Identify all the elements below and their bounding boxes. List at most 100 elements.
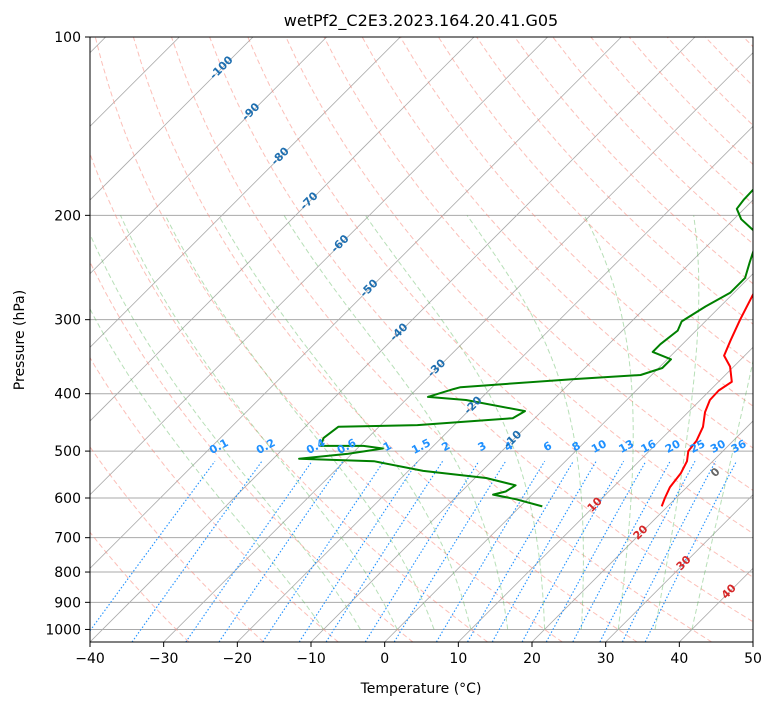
dry-adiabat-label: 10 [585,494,605,514]
dry-adiabat [94,37,563,642]
isotherm-line [163,52,753,642]
dry-adiabat [90,531,190,642]
mixing-ratio-line [325,460,444,642]
y-tick-label: 600 [54,491,81,507]
dry-adiabat [437,37,753,366]
mixing-ratio-line [521,460,625,642]
y-tick-label: 900 [54,595,81,611]
x-tick-label: −20 [223,651,253,667]
mixing-ratio-line [491,460,597,642]
dry-adiabat [90,446,264,642]
isotherm-label: -60 [328,232,351,255]
mixing-ratio-label: 13 [617,437,637,456]
moist-adiabat-label: 0 [708,465,723,480]
moist-adiabat [466,215,584,630]
isotherm-line [90,37,548,496]
dry-adiabat-label: 30 [674,553,694,573]
y-tick-label: 100 [54,30,81,46]
mixing-ratio-label: 8 [570,439,583,454]
mixing-ratio-line [262,460,385,642]
dry-adiabat-label: 20 [631,522,651,542]
mixing-ratio-label: 1.5 [409,436,432,457]
dry-adiabat [90,356,339,642]
mixing-ratio-label: 3 [476,439,489,454]
moist-adiabat [90,232,361,630]
mixing-ratio-label: 30 [708,437,728,456]
isotherm-line [605,494,753,642]
plot-frame [89,36,754,643]
y-axis-label: Pressure (hPa) [12,290,28,390]
isotherm-line [90,37,327,275]
chart-title: wetPf2_C2E3.2023.164.20.41.G05 [284,11,558,31]
dry-adiabat [514,37,753,285]
temperature-line [660,292,753,507]
y-tick-label: 500 [54,444,81,460]
dry-adiabat [704,37,753,87]
mixing-ratio-line [90,460,216,632]
isotherm-label: -80 [269,144,292,167]
x-tick-label: −30 [149,651,179,667]
isotherm-line [458,346,753,642]
mixing-ratio-line [364,460,480,642]
isotherm-line [90,37,696,642]
y-tick-label: 400 [54,387,81,403]
isotherm-line [90,37,475,422]
mixing-ratio-label: 10 [589,437,609,456]
isotherm-line [310,199,753,642]
dry-adiabat [90,152,488,642]
mixing-ratio-line [435,460,546,642]
mixing-ratio-line [621,460,717,642]
dry-adiabat [247,37,753,578]
isotherm-label: -50 [357,276,380,299]
x-tick-label: 50 [744,651,762,667]
dry-adiabat [399,37,753,407]
mixing-ratio-line [131,460,263,642]
mixing-ratio-label: 16 [639,437,659,456]
y-tick-label: 800 [54,565,81,581]
x-axis: −40 −30 −20 −10 0 10 20 30 40 50 [75,642,762,667]
mixing-ratio-label: 0.2 [254,436,277,457]
x-axis-label: Temperature (°C) [360,681,482,697]
y-tick-label: 700 [54,531,81,547]
mixing-ratio-line [599,460,696,642]
x-tick-label: 0 [380,651,389,667]
isotherm-line [384,273,753,642]
mixing-ratio-label: 6 [541,439,554,454]
mixing-ratio-line [545,460,647,642]
y-axis: 100 200 300 400 500 600 700 800 900 1000 [45,30,90,638]
mixing-ratio-label: 20 [663,437,683,456]
x-tick-label: 40 [670,651,688,667]
moist-adiabat [583,215,634,630]
isotherm-line [237,125,753,642]
x-tick-label: −40 [75,651,105,667]
isotherm-label: -40 [387,320,410,343]
isotherm-line [752,641,753,642]
isotherm-line [679,567,753,642]
mixing-ratio-label: 36 [729,437,749,456]
dry-adiabat [743,37,753,48]
dry-adiabat [323,37,753,491]
isotherm-line [531,420,753,642]
x-tick-label: 20 [523,651,541,667]
mixing-ratio-label: 0.6 [335,436,359,457]
dry-adiabat [132,37,638,642]
dry-adiabat [209,37,753,623]
dry-adiabat [361,37,753,449]
moist-adiabat [364,215,546,630]
mixing-ratio-label: 25 [688,437,708,456]
dry-adiabat [590,37,753,205]
dry-adiabat-label: 40 [719,581,739,601]
moist-adiabat [90,308,324,630]
moist-adiabat [218,215,472,630]
mixing-ratio-label: 0.4 [304,436,328,457]
mixing-ratio-line [185,460,313,642]
x-tick-label: 10 [449,651,467,667]
dry-adiabat [666,37,753,126]
mixing-ratio-label: 1 [381,439,394,454]
mixing-ratio-line [393,460,507,642]
isotherm-line [90,37,622,569]
isotherm-line [90,37,254,201]
isotherm-label: -90 [239,100,262,123]
dry-adiabat [285,37,753,535]
